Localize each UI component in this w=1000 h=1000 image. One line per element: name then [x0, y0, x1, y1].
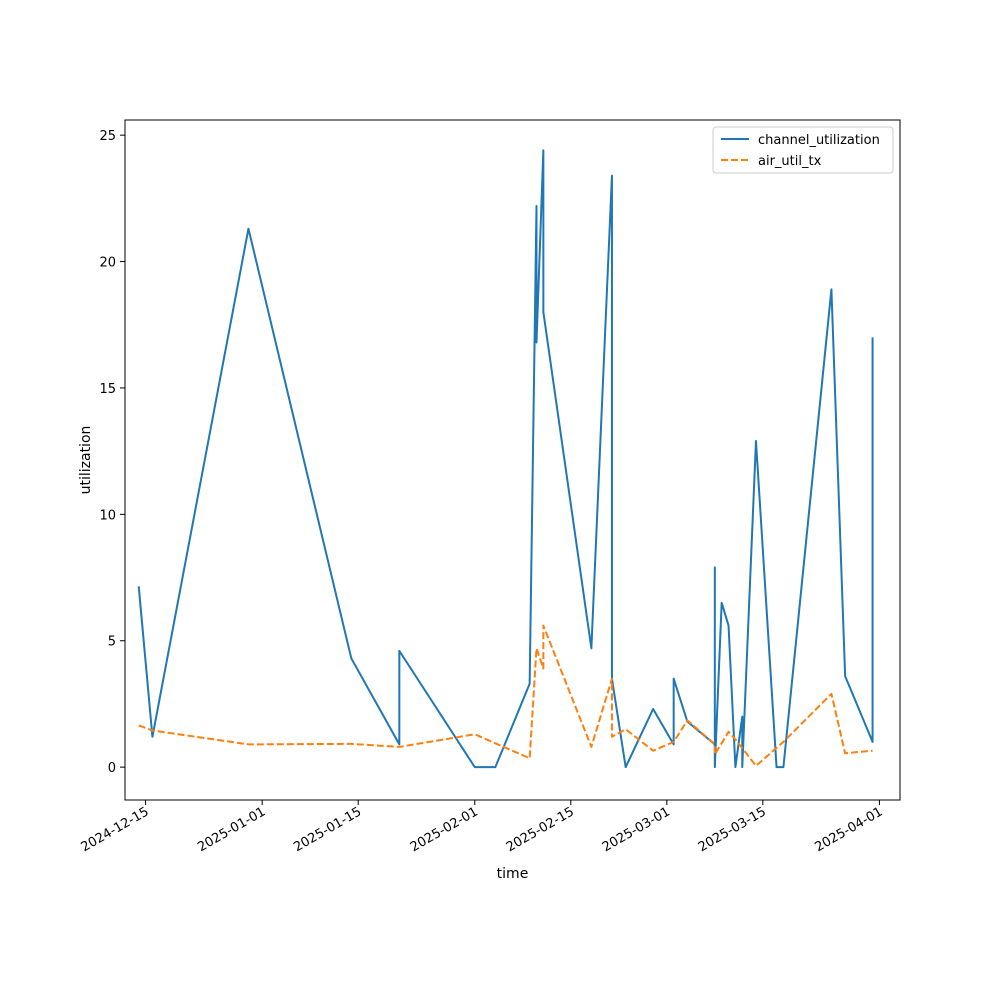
- legend-label-air-util-tx: air_util_tx: [758, 154, 822, 169]
- axes-frame: [124, 119, 901, 801]
- y-tick-label: 5: [108, 635, 116, 650]
- y-tick-label: 25: [99, 129, 116, 144]
- legend-label-channel-utilization: channel_utilization: [758, 133, 880, 148]
- legend: channel_utilization air_util_tx: [712, 126, 894, 174]
- x-axis-label: time: [497, 866, 529, 882]
- y-tick-label: 0: [108, 761, 116, 776]
- y-tick-label: 15: [99, 382, 116, 397]
- y-axis: 0 5 10 15 20 25: [99, 129, 125, 776]
- y-tick-label: 10: [99, 508, 116, 523]
- y-axis-label: utilization: [78, 426, 94, 495]
- plot-area: [124, 119, 901, 801]
- series-line-air-util-tx: [138, 624, 873, 767]
- legend-box: [712, 126, 894, 174]
- series-line-channel-utilization: [137, 149, 874, 769]
- y-tick-label: 20: [99, 256, 116, 271]
